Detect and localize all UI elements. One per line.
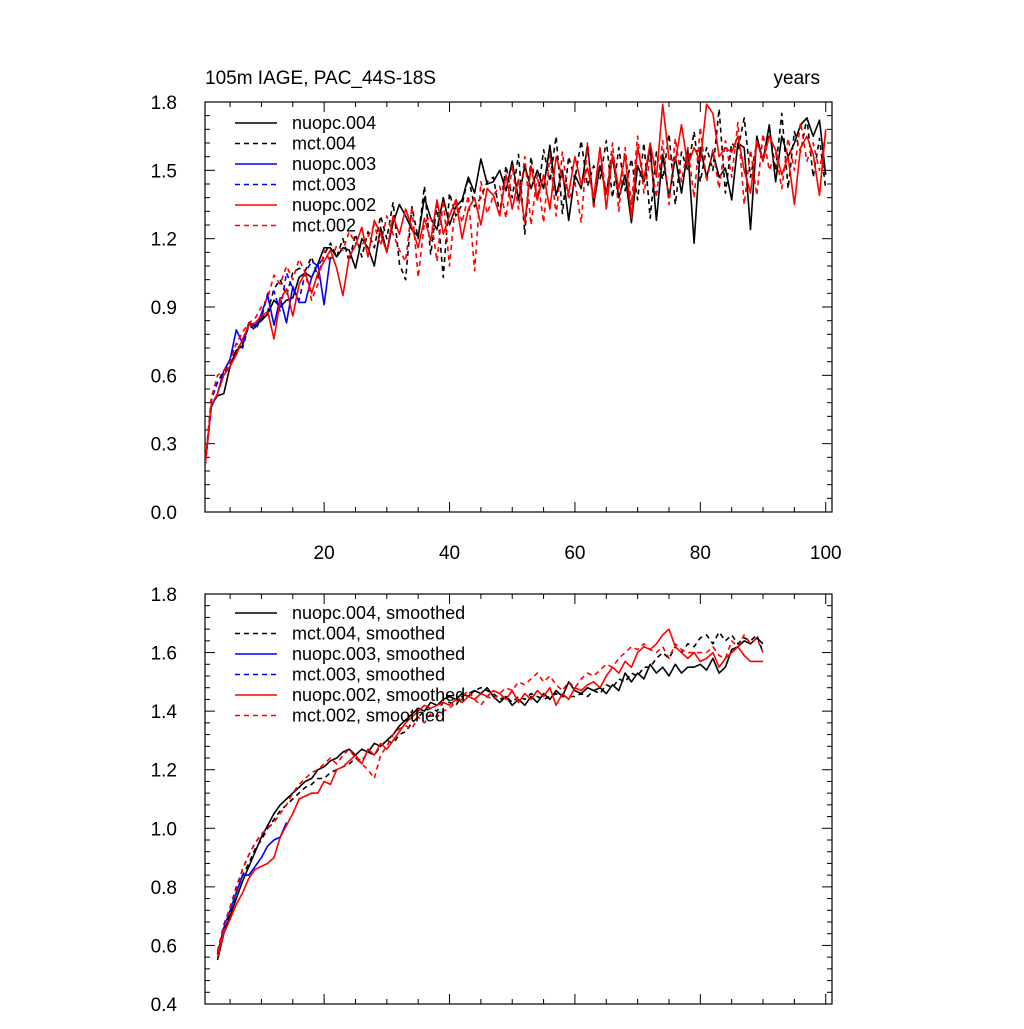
series-line bbox=[205, 256, 325, 467]
legend-label: mct.003 bbox=[292, 175, 356, 195]
chart-panel-2: 0.4 0.6 0.8 1.0 1.2 1.4 1.6 1.8 nuopc.004, smoot… bbox=[151, 585, 833, 1016]
legend-label: mct.002, smoothed bbox=[292, 706, 445, 726]
y-tick-label: 0.0 bbox=[151, 503, 177, 524]
y-tick-label: 0.6 bbox=[151, 936, 177, 957]
legend-label: nuopc.003, smoothed bbox=[292, 644, 465, 664]
legend-label: nuopc.004 bbox=[292, 113, 376, 133]
chart-title-right: years bbox=[774, 68, 820, 89]
y-tick-label: 0.6 bbox=[151, 366, 177, 387]
legend-label: nuopc.002, smoothed bbox=[292, 685, 465, 705]
x-tick-label: 40 bbox=[439, 543, 460, 564]
series-line bbox=[205, 103, 827, 467]
legend-label: mct.004, smoothed bbox=[292, 624, 445, 644]
x-tick-label: 20 bbox=[314, 543, 335, 564]
legend-label: mct.004 bbox=[292, 134, 356, 154]
y-tick-label: 1.4 bbox=[151, 702, 178, 723]
plot-frame bbox=[204, 593, 833, 1005]
chart-panel-1: 0.0 0.3 0.6 0.9 1.2 1.5 1.8 20 40 60 80 100 105m IAG… bbox=[151, 68, 842, 564]
y-tick-label: 1.0 bbox=[151, 819, 177, 840]
legend-label: nuopc.003 bbox=[292, 154, 376, 174]
chart-title: 105m IAGE, PAC_44S-18S bbox=[205, 68, 436, 89]
series-line bbox=[216, 634, 764, 952]
series-line bbox=[216, 628, 763, 958]
legend-label: mct.003, smoothed bbox=[292, 665, 445, 685]
series-line bbox=[205, 256, 332, 467]
y-tick-label: 0.8 bbox=[151, 878, 177, 899]
legend-label: nuopc.002 bbox=[292, 195, 376, 215]
y-tick-label: 1.6 bbox=[151, 644, 177, 665]
x-tick-label: 80 bbox=[690, 543, 711, 564]
series-line bbox=[216, 637, 764, 961]
series-line bbox=[216, 822, 288, 955]
y-tick-label: 1.8 bbox=[151, 585, 177, 606]
legend-label: mct.002 bbox=[292, 216, 356, 236]
y-tick-label: 1.5 bbox=[151, 161, 177, 182]
y-tick-label: 0.4 bbox=[151, 995, 178, 1016]
y-tick-label: 0.3 bbox=[151, 435, 177, 456]
y-tick-label: 0.9 bbox=[151, 298, 177, 319]
y-tick-label: 1.2 bbox=[151, 230, 177, 251]
y-tick-label: 1.2 bbox=[151, 761, 177, 782]
legend-label: nuopc.004, smoothed bbox=[292, 603, 465, 623]
x-tick-label: 100 bbox=[810, 543, 842, 564]
x-tick-label: 60 bbox=[564, 543, 585, 564]
y-tick-label: 1.8 bbox=[151, 93, 177, 114]
